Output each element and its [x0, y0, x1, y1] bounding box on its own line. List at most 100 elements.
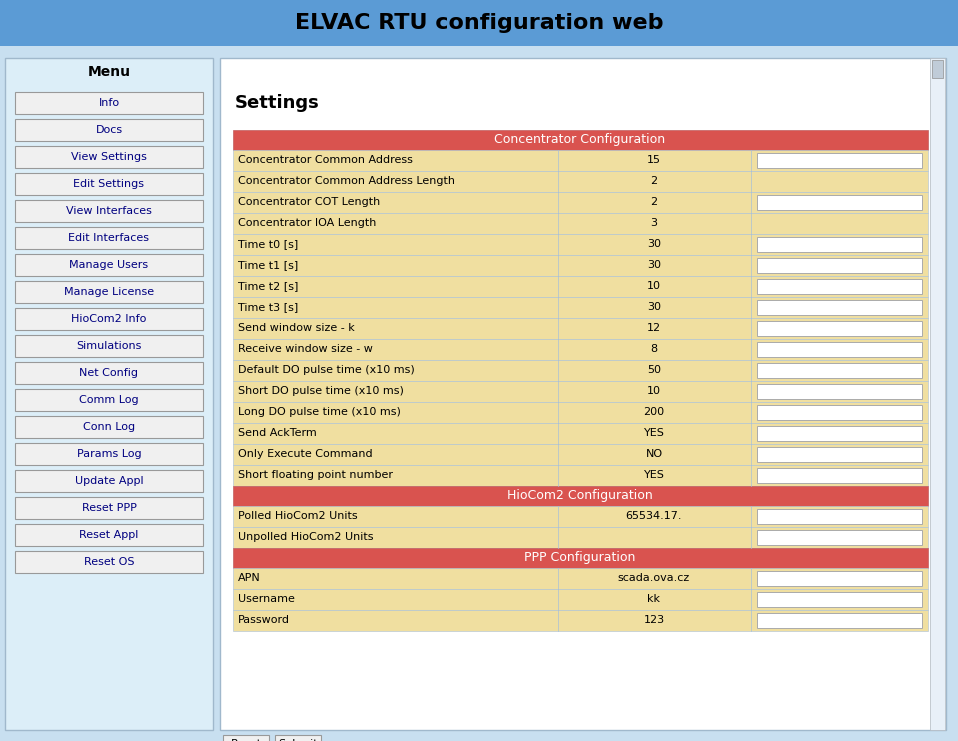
Text: Reset OS: Reset OS: [83, 557, 134, 567]
Bar: [757, 237, 922, 252]
Text: Time t3 [s]: Time t3 [s]: [238, 302, 298, 312]
Bar: [757, 426, 922, 441]
Text: Password: Password: [238, 615, 290, 625]
Bar: [233, 234, 928, 255]
Text: Time t2 [s]: Time t2 [s]: [238, 281, 298, 291]
Bar: [757, 384, 922, 399]
Bar: [15, 173, 203, 195]
Bar: [233, 192, 928, 213]
Bar: [15, 524, 203, 546]
Bar: [233, 255, 928, 276]
Text: Concentrator Common Address Length: Concentrator Common Address Length: [238, 176, 455, 186]
Bar: [15, 281, 203, 303]
Text: Short floating point number: Short floating point number: [238, 470, 393, 480]
Text: 30: 30: [647, 302, 661, 312]
Bar: [220, 58, 946, 730]
Text: ELVAC RTU configuration web: ELVAC RTU configuration web: [295, 13, 663, 33]
Text: Net Config: Net Config: [80, 368, 139, 378]
Text: Default DO pulse time (x10 ms): Default DO pulse time (x10 ms): [238, 365, 415, 375]
Bar: [5, 58, 213, 730]
Bar: [930, 58, 945, 730]
Bar: [15, 254, 203, 276]
Bar: [233, 568, 928, 589]
Text: Unpolled HioCom2 Units: Unpolled HioCom2 Units: [238, 532, 374, 542]
Text: 123: 123: [644, 615, 665, 625]
Text: PPP Configuration: PPP Configuration: [524, 551, 636, 565]
Bar: [757, 363, 922, 378]
Bar: [233, 506, 928, 527]
Bar: [223, 735, 269, 741]
Text: 15: 15: [647, 155, 661, 165]
Bar: [233, 130, 928, 150]
Text: Reset: Reset: [231, 739, 262, 741]
Text: Time t1 [s]: Time t1 [s]: [238, 260, 298, 270]
Bar: [15, 92, 203, 114]
Text: 50: 50: [647, 365, 661, 375]
Bar: [757, 153, 922, 168]
Bar: [233, 527, 928, 548]
Text: Info: Info: [99, 98, 120, 108]
Text: Concentrator COT Length: Concentrator COT Length: [238, 197, 380, 207]
Text: Time t0 [s]: Time t0 [s]: [238, 239, 298, 249]
Text: HioCom2 Configuration: HioCom2 Configuration: [507, 490, 652, 502]
Bar: [15, 146, 203, 168]
Text: Short DO pulse time (x10 ms): Short DO pulse time (x10 ms): [238, 386, 404, 396]
Bar: [233, 318, 928, 339]
Text: Reset PPP: Reset PPP: [81, 503, 136, 513]
Bar: [233, 465, 928, 486]
Text: 8: 8: [650, 344, 657, 354]
Bar: [15, 119, 203, 141]
Text: 200: 200: [644, 407, 665, 417]
Text: Submit: Submit: [278, 739, 318, 741]
Bar: [233, 610, 928, 631]
Text: YES: YES: [644, 470, 665, 480]
Text: Long DO pulse time (x10 ms): Long DO pulse time (x10 ms): [238, 407, 400, 417]
Text: 10: 10: [647, 281, 661, 291]
Text: Only Execute Command: Only Execute Command: [238, 449, 373, 459]
Bar: [757, 279, 922, 294]
Text: NO: NO: [646, 449, 663, 459]
Bar: [757, 592, 922, 607]
Text: Edit Settings: Edit Settings: [74, 179, 145, 189]
Bar: [757, 258, 922, 273]
Bar: [15, 362, 203, 384]
Text: 10: 10: [647, 386, 661, 396]
Bar: [932, 60, 943, 78]
Text: Manage License: Manage License: [64, 287, 154, 297]
Text: HioCom2 Info: HioCom2 Info: [71, 314, 147, 324]
Text: 2: 2: [650, 197, 657, 207]
Text: Menu: Menu: [87, 65, 130, 79]
Bar: [757, 468, 922, 483]
Bar: [275, 735, 321, 741]
Text: Reset Appl: Reset Appl: [80, 530, 139, 540]
Text: YES: YES: [644, 428, 665, 438]
Bar: [233, 423, 928, 444]
Text: Simulations: Simulations: [77, 341, 142, 351]
Bar: [233, 381, 928, 402]
Bar: [233, 360, 928, 381]
Bar: [15, 470, 203, 492]
Bar: [757, 613, 922, 628]
Text: Docs: Docs: [96, 125, 123, 135]
Bar: [233, 548, 928, 568]
Text: 3: 3: [650, 218, 657, 228]
Text: 30: 30: [647, 239, 661, 249]
Bar: [15, 443, 203, 465]
Text: 65534.17.: 65534.17.: [626, 511, 682, 521]
Text: Receive window size - w: Receive window size - w: [238, 344, 373, 354]
Bar: [757, 342, 922, 357]
Bar: [233, 402, 928, 423]
Bar: [757, 195, 922, 210]
Bar: [757, 447, 922, 462]
Text: Params Log: Params Log: [77, 449, 142, 459]
Bar: [757, 509, 922, 524]
Bar: [15, 497, 203, 519]
Text: Concentrator Common Address: Concentrator Common Address: [238, 155, 413, 165]
Bar: [15, 335, 203, 357]
Bar: [233, 297, 928, 318]
Text: Send AckTerm: Send AckTerm: [238, 428, 317, 438]
Text: 30: 30: [647, 260, 661, 270]
Text: Send window size - k: Send window size - k: [238, 323, 354, 333]
Bar: [757, 321, 922, 336]
Text: Comm Log: Comm Log: [80, 395, 139, 405]
